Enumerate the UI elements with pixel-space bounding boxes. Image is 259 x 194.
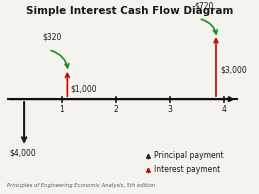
Text: $4,000: $4,000	[10, 149, 36, 158]
Text: $320: $320	[42, 33, 62, 42]
Text: 3: 3	[168, 105, 172, 114]
Text: Principles of Engineering Economic Analysis, 5th edition: Principles of Engineering Economic Analy…	[7, 183, 155, 188]
Text: Simple Interest Cash Flow Diagram: Simple Interest Cash Flow Diagram	[26, 6, 233, 16]
Text: $3,000: $3,000	[220, 65, 247, 74]
Text: 1: 1	[60, 105, 64, 114]
Text: Interest payment: Interest payment	[154, 165, 220, 174]
Text: $1,000: $1,000	[71, 84, 97, 93]
Text: 4: 4	[222, 105, 227, 114]
Text: Principal payment: Principal payment	[154, 151, 224, 160]
Text: $720: $720	[195, 2, 214, 11]
Text: 2: 2	[114, 105, 118, 114]
